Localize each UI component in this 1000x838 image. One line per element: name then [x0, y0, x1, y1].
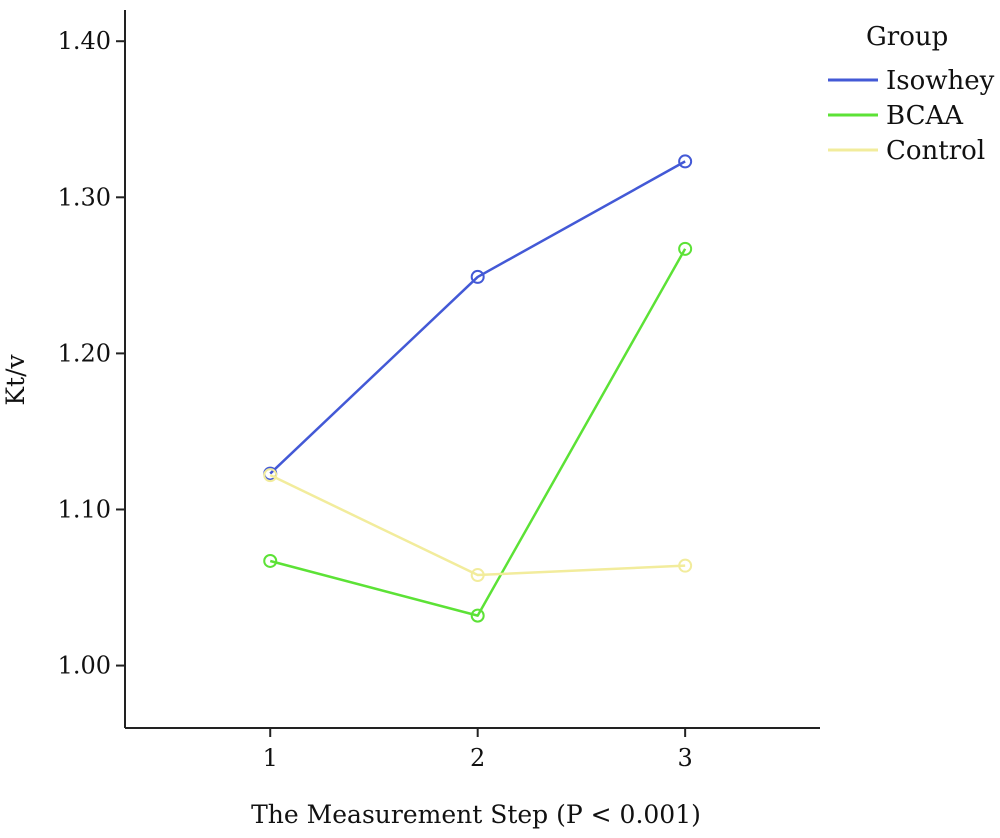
axes-layer — [124, 10, 820, 729]
series-line-control — [269, 474, 686, 577]
legend-items: Isowhey BCAA Control — [828, 66, 995, 166]
data-point-control — [678, 558, 693, 573]
series-isowhey — [263, 154, 693, 481]
data-point-control — [263, 468, 278, 483]
data-point-control — [470, 568, 485, 583]
legend: Group Isowhey BCAA Control — [828, 22, 995, 166]
legend-label-control: Control — [886, 136, 985, 166]
data-point-isowhey — [678, 154, 693, 169]
x-tick-label: 3 — [678, 744, 693, 772]
series-layer — [263, 154, 693, 623]
y-tick-label: 1.10 — [58, 495, 111, 523]
series-line-bcaa — [269, 248, 687, 617]
y-axis-title: Kt/v — [1, 353, 30, 405]
data-point-bcaa — [263, 553, 278, 568]
x-ticks: 1 2 3 — [263, 728, 693, 772]
data-point-isowhey — [470, 269, 485, 284]
legend-label-bcaa: BCAA — [886, 101, 964, 131]
x-tick-label: 1 — [263, 744, 278, 772]
series-line-isowhey — [269, 160, 686, 475]
legend-title: Group — [866, 22, 948, 52]
y-tick-label: 1.30 — [58, 183, 111, 211]
data-point-bcaa — [678, 241, 693, 256]
legend-label-isowhey: Isowhey — [886, 66, 995, 96]
y-ticks: 1.00 1.10 1.20 1.30 1.40 — [58, 27, 125, 680]
x-tick-label: 2 — [470, 744, 485, 772]
series-control — [263, 468, 693, 583]
data-point-bcaa — [470, 608, 485, 623]
x-axis-title: The Measurement Step (P < 0.001) — [251, 800, 701, 829]
series-bcaa — [263, 241, 693, 623]
y-tick-label: 1.00 — [58, 652, 111, 680]
y-tick-label: 1.40 — [58, 27, 111, 55]
y-tick-label: 1.20 — [58, 339, 111, 367]
